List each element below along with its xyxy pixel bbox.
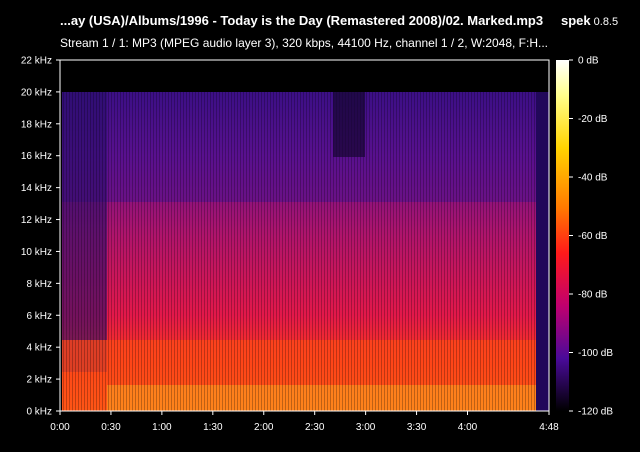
db-tick-label: 0 dB <box>578 56 599 67</box>
time-tick-label: 1:30 <box>203 422 223 433</box>
app-name: spek 0.8.5 <box>561 13 618 28</box>
time-tick-label: 2:30 <box>305 422 325 433</box>
time-tick-label: 1:00 <box>152 422 172 433</box>
freq-tick-label: 2 kHz <box>26 375 52 386</box>
freq-tick-label: 22 kHz <box>21 56 52 67</box>
freq-tick-label: 14 kHz <box>21 183 52 194</box>
plot-border <box>59 59 550 412</box>
freq-tick-label: 6 kHz <box>26 311 52 322</box>
time-tick-label: 2:00 <box>254 422 274 433</box>
frequency-axis: 22 kHz 20 kHz 18 kHz 16 kHz 14 kHz 12 kHz 10 k… <box>21 56 60 418</box>
db-tick-label: -20 dB <box>578 114 608 125</box>
db-tick-label: -60 dB <box>578 231 608 242</box>
app-version: 0.8.5 <box>593 16 619 28</box>
db-tick-label: -100 dB <box>578 348 613 359</box>
end-fade <box>536 92 549 411</box>
db-tick-label: -120 dB <box>578 407 613 418</box>
db-legend: 0 dB -20 dB -40 dB -60 dB -80 dB -100 dB -120 … <box>556 56 613 418</box>
legend-color-bar <box>556 60 569 411</box>
freq-tick-label: 4 kHz <box>26 343 52 354</box>
freq-tick-label: 16 kHz <box>21 151 52 162</box>
spectrogram-plot <box>59 59 550 412</box>
time-tick-label: 0:00 <box>50 422 70 433</box>
time-tick-label: 3:30 <box>407 422 427 433</box>
time-tick-label: 4:48 <box>539 422 559 433</box>
freq-tick-label: 20 kHz <box>21 87 52 98</box>
time-tick-label: 4:00 <box>458 422 478 433</box>
streak-texture <box>62 92 536 411</box>
time-tick-label: 0:30 <box>101 422 121 433</box>
freq-tick-label: 10 kHz <box>21 247 52 258</box>
time-tick-label: 3:00 <box>356 422 376 433</box>
time-axis: 0:00 0:30 1:00 1:30 2:00 2:30 3:00 3:30 4:00 4:48 <box>50 411 559 433</box>
db-tick-label: -80 dB <box>578 290 608 301</box>
freq-tick-label: 8 kHz <box>26 279 52 290</box>
stream-info: Stream 1 / 1: MP3 (MPEG audio layer 3), … <box>60 36 549 50</box>
file-path-title: ...ay (USA)/Albums/1996 - Today is the D… <box>60 13 544 28</box>
db-tick-label: -40 dB <box>578 173 608 184</box>
freq-tick-label: 0 kHz <box>26 407 52 418</box>
freq-tick-label: 18 kHz <box>21 119 52 130</box>
app-name-label: spek <box>561 13 591 28</box>
dark-gap <box>333 92 365 157</box>
freq-tick-label: 12 kHz <box>21 215 52 226</box>
